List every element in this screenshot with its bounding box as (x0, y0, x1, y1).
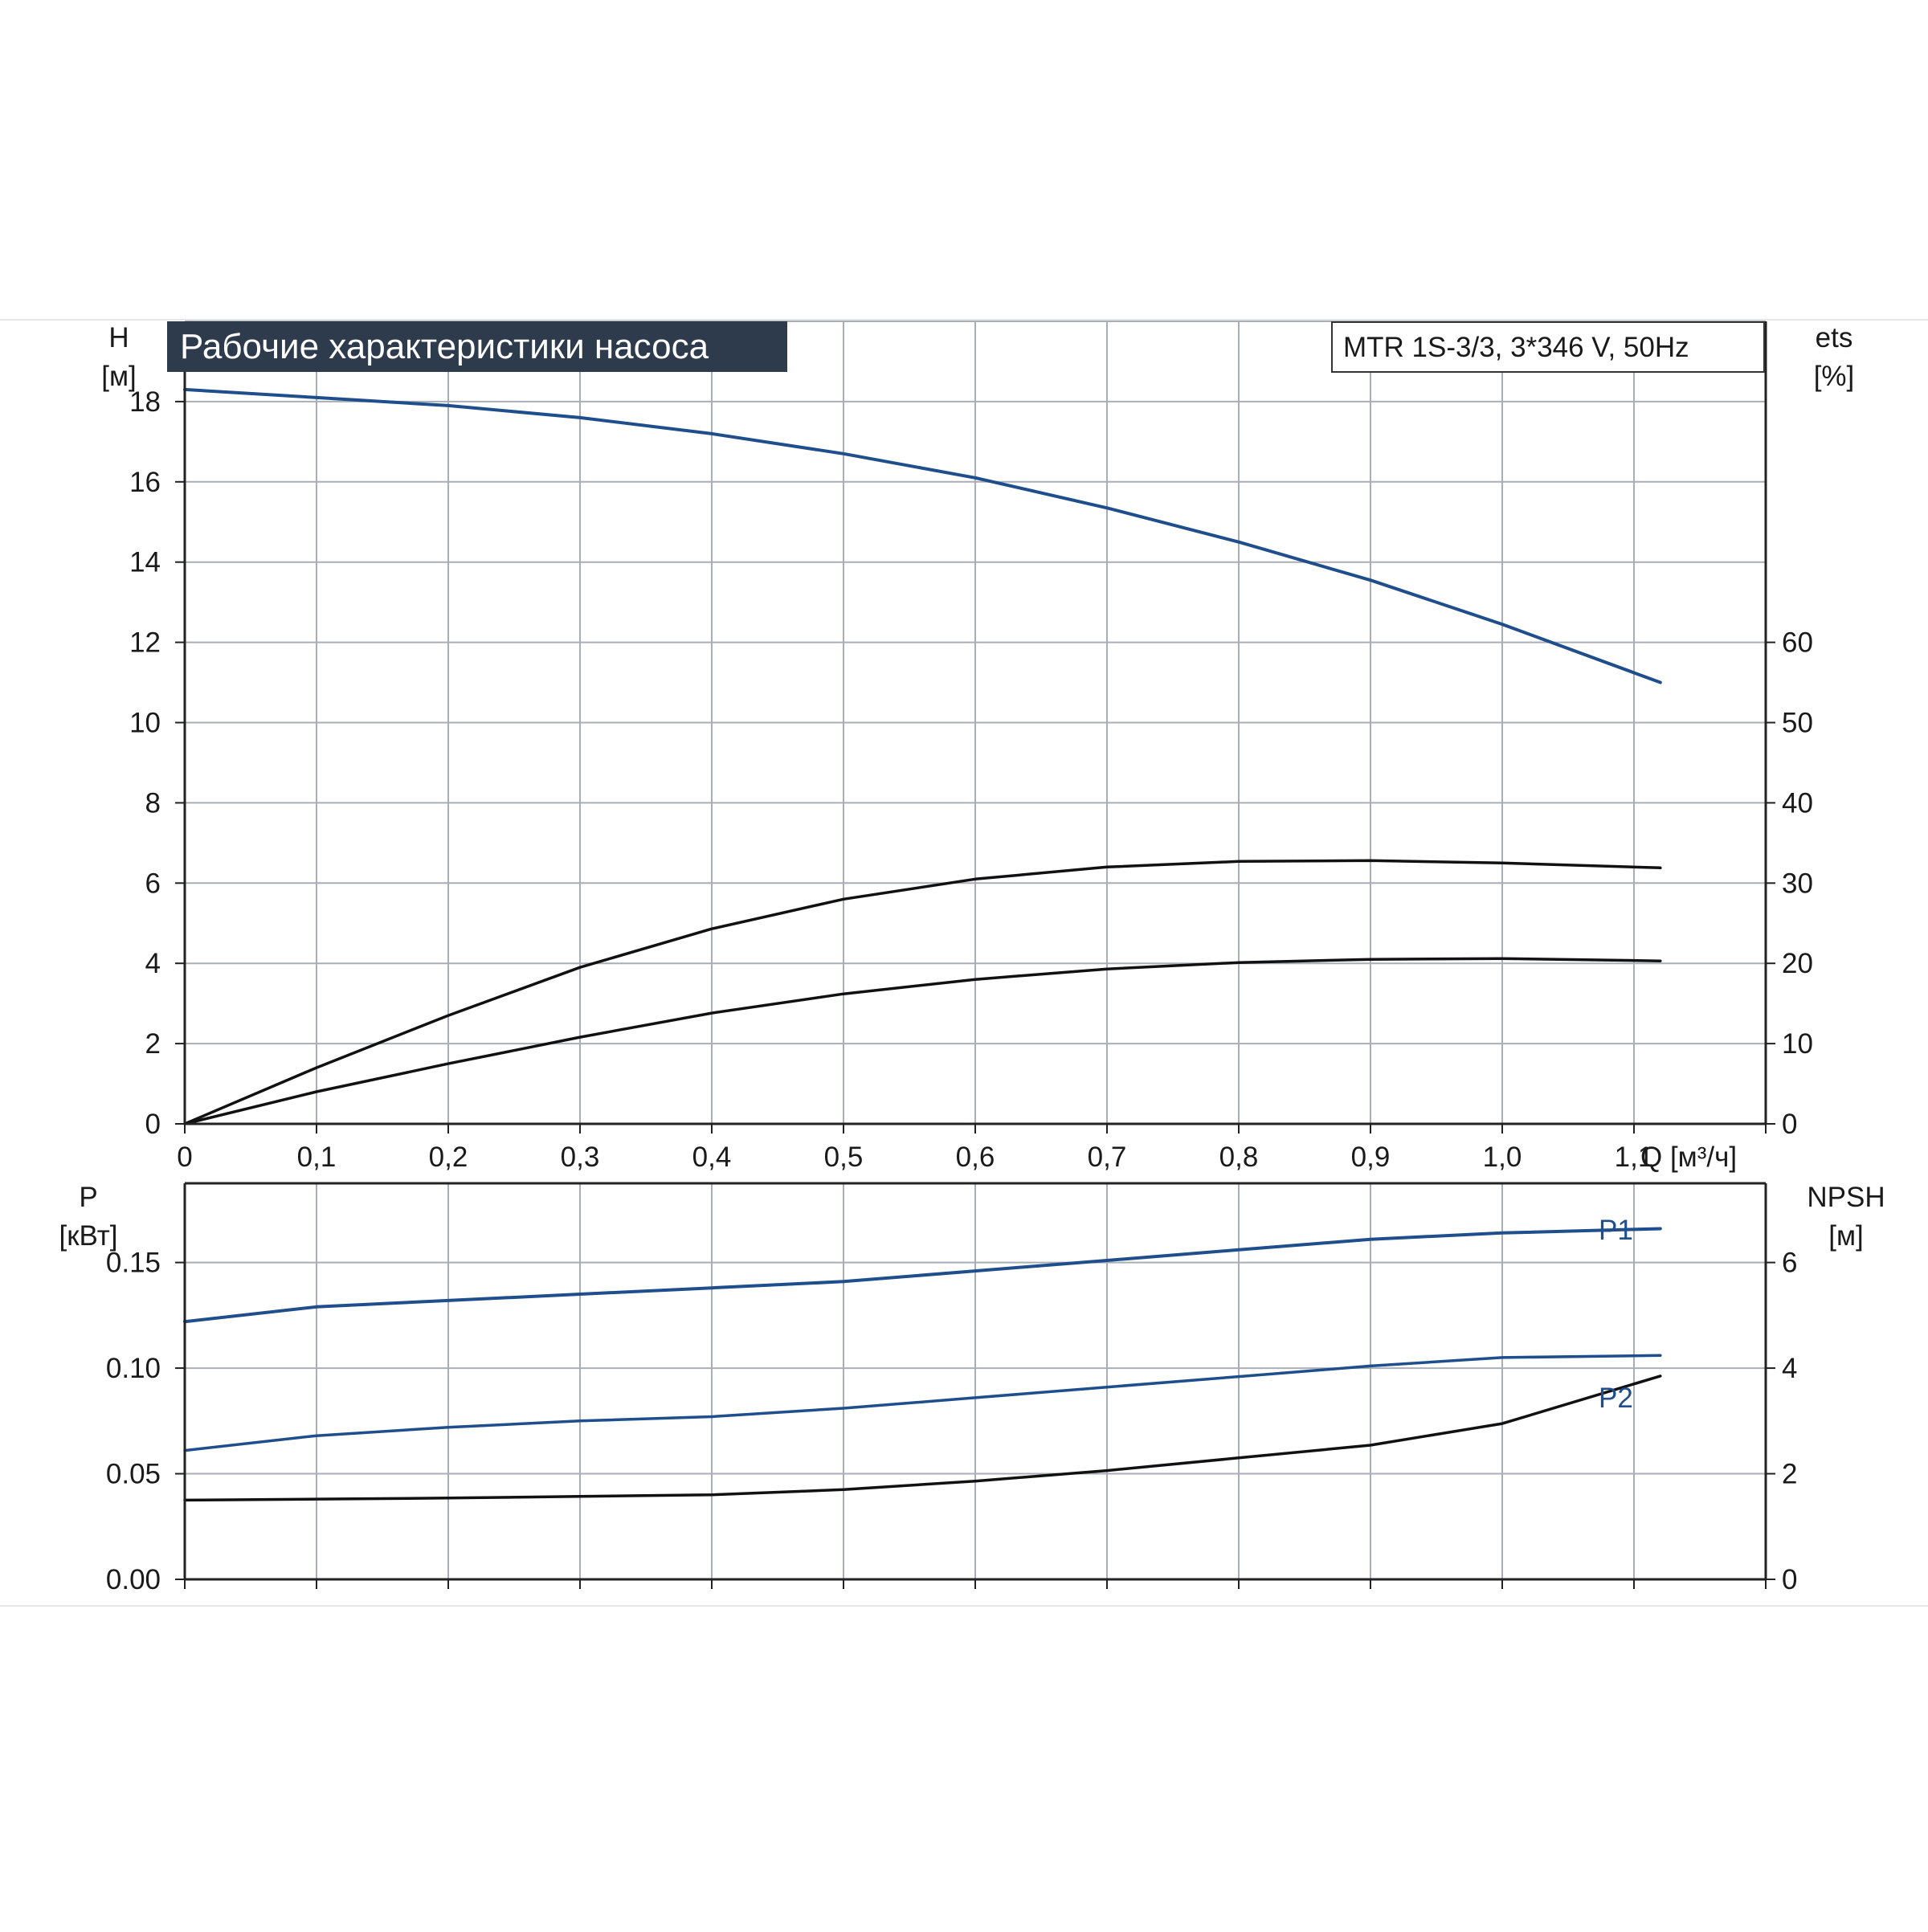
top-series-2-line (183, 859, 1662, 1125)
top-left-tick-label: 14 (129, 547, 161, 578)
axes-layer: 02468101214161801020304050600.000.050.10… (106, 321, 1813, 1595)
x-tick-label: 0,1 (297, 1142, 337, 1173)
x-tick-label: 0 (177, 1142, 192, 1173)
top-right-tick-label: 20 (1782, 948, 1813, 979)
chart-title: Рабочие характеристики насоса (180, 327, 709, 366)
h-axis-title: H (108, 322, 129, 353)
bottom-left-tick-label: 0.15 (106, 1248, 161, 1279)
x-tick-label: 0,7 (1088, 1142, 1127, 1173)
efficiency-axis-unit: [%] (1814, 361, 1855, 392)
top-right-tick-label: 0 (1782, 1109, 1797, 1140)
top-left-tick-label: 18 (129, 386, 161, 418)
bottom-right-tick-label: 6 (1782, 1248, 1797, 1279)
x-tick-label: 1,0 (1483, 1142, 1522, 1173)
x-tick-label: 1,1 (1615, 1142, 1654, 1173)
p-axis-unit: [кВт] (59, 1220, 118, 1252)
top-left-tick-label: 4 (145, 948, 161, 979)
top-series-3-line (183, 957, 1662, 1125)
top-left-tick-label: 10 (129, 708, 161, 739)
bottom-right-tick-label: 4 (1782, 1353, 1797, 1384)
bottom-left-tick-label: 0.10 (106, 1353, 161, 1384)
top-left-tick-label: 6 (145, 868, 161, 899)
bottom-series-3-line (183, 1374, 1662, 1502)
bottom-series-p1-line (183, 1227, 1662, 1324)
top-left-tick-label: 8 (145, 787, 161, 819)
x-tick-label: 0,6 (956, 1142, 995, 1173)
top-left-tick-label: 2 (145, 1028, 161, 1060)
top-right-tick-label: 50 (1782, 708, 1813, 739)
npsh-axis-title: NPSH (1807, 1182, 1885, 1213)
top-left-tick-label: 12 (129, 627, 161, 659)
top-right-tick-label: 60 (1782, 627, 1813, 659)
x-tick-label: 0,2 (429, 1142, 468, 1173)
series-layer (183, 387, 1662, 1502)
h-axis-unit: [м] (101, 361, 137, 392)
p2-series-label: P2 (1599, 1383, 1633, 1414)
text-layer: Рабочие характеристики насоса MTR 1S-3/3… (59, 321, 1885, 1414)
model-label-box (1331, 321, 1765, 373)
top-right-tick-label: 40 (1782, 787, 1813, 819)
top-right-tick-label: 10 (1782, 1028, 1813, 1060)
top-left-tick-label: 0 (145, 1109, 161, 1140)
title-banner (167, 321, 787, 372)
bottom-left-tick-label: 0.05 (106, 1459, 161, 1490)
bottom-series-p2-line (183, 1354, 1662, 1452)
bottom-right-tick-label: 2 (1782, 1459, 1797, 1490)
q-axis-title: Q [м³/ч] (1640, 1142, 1737, 1173)
p1-series-label: P1 (1599, 1215, 1633, 1246)
x-tick-label: 0,5 (824, 1142, 864, 1173)
top-right-tick-label: 30 (1782, 868, 1813, 899)
npsh-axis-unit: [м] (1828, 1220, 1864, 1252)
p-axis-title: P (79, 1182, 97, 1213)
x-tick-label: 0,9 (1351, 1142, 1391, 1173)
top-series-1-line (183, 387, 1662, 684)
efficiency-axis-title: ets (1816, 322, 1853, 353)
x-tick-label: 0,3 (561, 1142, 600, 1173)
top-left-tick-label: 16 (129, 467, 161, 498)
bottom-left-tick-label: 0.00 (106, 1564, 161, 1595)
bottom-right-tick-label: 0 (1782, 1564, 1797, 1595)
x-tick-label: 0,4 (692, 1142, 732, 1173)
model-label: MTR 1S-3/3, 3*346 V, 50Hz (1343, 332, 1689, 363)
x-tick-label: 0,8 (1219, 1142, 1259, 1173)
